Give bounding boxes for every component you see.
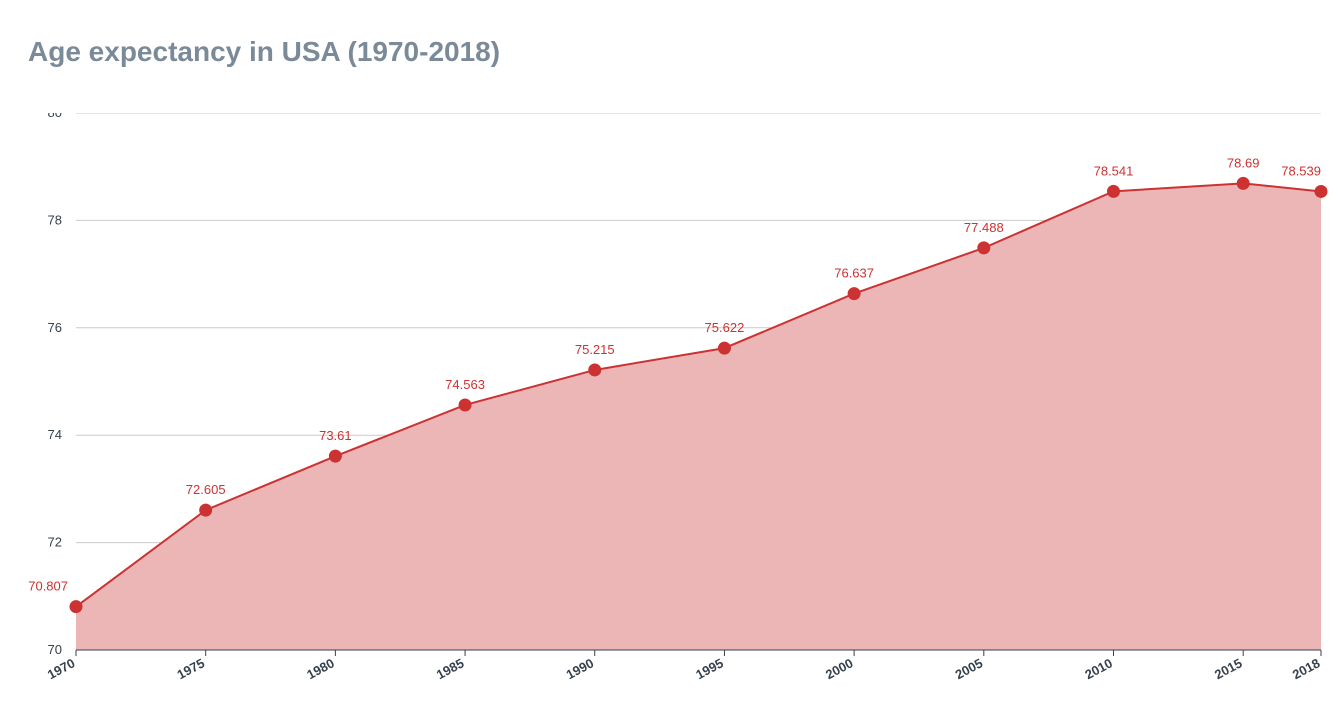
y-tick-label: 70 [48,642,62,657]
data-point [978,242,990,254]
chart-container: Age expectancy in USA (1970-2018) 70 72 74… [0,0,1338,708]
data-point [848,288,860,300]
y-tick-label: 74 [48,427,62,442]
data-point [718,342,730,354]
x-tick-label: 2005 [953,655,986,682]
data-label: 77.488 [964,220,1004,235]
data-point [459,399,471,411]
x-tick-label: 1995 [693,655,726,682]
x-tick-label: 1985 [434,655,467,682]
data-point [200,504,212,516]
data-label: 73.61 [319,428,352,443]
data-label: 75.622 [705,320,745,335]
x-tick-label: 1990 [564,655,597,682]
x-tick-label: 2000 [823,655,856,682]
data-point [1315,185,1327,197]
y-tick-label: 76 [48,320,62,335]
data-point [589,364,601,376]
data-label: 72.605 [186,482,226,497]
x-tick-label: 2015 [1212,655,1245,682]
data-label: 76.637 [834,266,874,281]
data-label: 70.807 [28,579,68,594]
data-label: 78.69 [1227,155,1260,170]
data-label: 74.563 [445,377,485,392]
x-tick-label: 2010 [1082,655,1115,682]
data-label: 78.541 [1094,163,1134,178]
x-tick-label: 1970 [45,655,78,682]
data-point [1237,177,1249,189]
series-area [76,183,1321,650]
y-tick-label: 72 [48,535,62,550]
x-tick-label: 2018 [1290,655,1323,682]
x-tick-label: 1980 [304,655,337,682]
data-label: 78.539 [1281,163,1321,178]
data-label: 75.215 [575,342,615,357]
data-point [1108,185,1120,197]
chart-plot: 70727476788070.80772.60573.6174.56375.21… [76,113,1321,700]
y-tick-label: 80 [48,113,62,120]
data-point [329,450,341,462]
x-tick-label: 1975 [175,655,208,682]
chart-title: Age expectancy in USA (1970-2018) [28,36,500,68]
y-tick-label: 78 [48,212,62,227]
data-point [70,601,82,613]
